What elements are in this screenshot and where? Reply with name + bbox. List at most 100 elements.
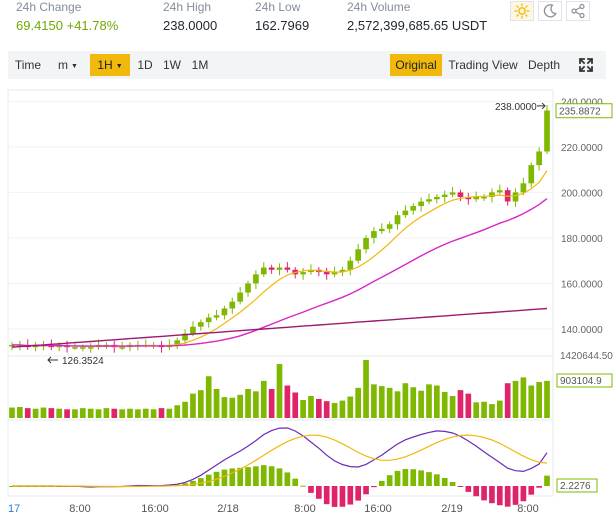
candle-body	[174, 340, 181, 345]
minute-interval-dropdown[interactable]: m ▼	[48, 54, 88, 76]
volume-bar	[355, 387, 362, 418]
price-tick-label: 240.0000	[561, 97, 603, 108]
indicator-histogram-bar	[378, 480, 385, 486]
volume-bar	[9, 407, 15, 418]
volume-bar	[528, 385, 535, 418]
stat-24h-volume: 24h Volume 2,572,399,685.65 USDT	[347, 0, 487, 33]
indicator-histogram-bar	[197, 478, 204, 486]
volume-bar	[205, 376, 212, 418]
trading-view-button[interactable]: Trading View	[445, 54, 521, 76]
indicator-histogram-bar	[512, 486, 519, 505]
time-button[interactable]: Time	[11, 54, 45, 76]
candle-body	[284, 267, 291, 270]
volume-bar	[481, 401, 487, 418]
candle-body	[87, 347, 94, 349]
volume-bar	[253, 391, 259, 418]
indicator-histogram-bar	[347, 486, 354, 505]
trading-view-label: Trading View	[448, 58, 518, 72]
candle-body	[9, 344, 15, 347]
volume-bar	[127, 408, 133, 418]
candle-body	[197, 322, 204, 327]
candle-body	[465, 196, 472, 200]
stat-label: 24h High	[163, 0, 212, 14]
original-view-label: Original	[395, 58, 437, 72]
indicator-histogram-bar	[481, 486, 487, 501]
volume-bar	[276, 364, 283, 418]
candle-body	[205, 317, 212, 323]
indicator-histogram-bar	[418, 470, 424, 486]
candle-body	[426, 199, 432, 202]
volume-bar	[457, 390, 464, 418]
candle-body	[473, 196, 480, 200]
indicator-histogram-bar	[434, 474, 440, 486]
candle-body	[378, 228, 385, 232]
indicator-histogram-bar	[449, 482, 456, 486]
stat-value: 238.0000	[163, 18, 218, 33]
fullscreen-button[interactable]	[574, 54, 598, 76]
indicator-histogram-bar	[339, 486, 346, 507]
volume-bar	[292, 392, 299, 418]
indicator-histogram-bar	[496, 486, 503, 506]
interval-1m-button[interactable]: 1M	[187, 54, 213, 76]
candle-body	[229, 301, 236, 309]
share-icon	[571, 3, 585, 19]
light-theme-button[interactable]	[510, 1, 534, 21]
volume-bar	[72, 409, 78, 418]
candle-body	[418, 201, 424, 207]
candle-body	[119, 347, 125, 349]
low-marker-arrow	[47, 356, 58, 364]
candle-body	[213, 315, 220, 318]
indicator-histogram-bar	[245, 467, 251, 486]
time-tick-label: 2/18	[217, 503, 238, 515]
minute-interval-label: m	[58, 58, 69, 72]
hour-interval-dropdown[interactable]: 1H ▼	[90, 54, 130, 76]
chart-border	[7, 89, 554, 497]
time-tick-label: 17	[8, 503, 20, 515]
volume-bar	[410, 387, 417, 418]
interval-1d-button[interactable]: 1D	[133, 54, 157, 76]
interval-1w-button[interactable]: 1W	[159, 54, 185, 76]
chart-canvas[interactable]: 140.0000 160.0000 180.0000 200.0000 220.0000…	[0, 86, 616, 518]
volume-bar	[441, 391, 448, 418]
indicator-histogram-bar	[536, 486, 542, 488]
candle-body	[496, 190, 503, 193]
volume-bar	[426, 384, 432, 418]
high-marker-label: 238.0000	[495, 102, 537, 113]
volume-bar	[40, 407, 47, 418]
dark-theme-button[interactable]	[538, 1, 562, 21]
indicator-histogram-bar	[276, 468, 283, 486]
time-button-label: Time	[14, 58, 42, 72]
candle-body	[182, 333, 188, 341]
volume-bar	[449, 395, 456, 418]
candle-body	[300, 272, 306, 275]
stat-label: 24h Volume	[347, 0, 411, 14]
indicator-histogram-bar	[292, 478, 299, 486]
volume-bar	[213, 389, 220, 418]
volume-bar	[489, 404, 495, 418]
volume-bar	[197, 390, 204, 418]
indicator-histogram-bar	[190, 480, 196, 486]
candlestick-chart[interactable]: 140.0000 160.0000 180.0000 200.0000 220.0000…	[0, 86, 616, 518]
price-tick-label: 200.0000	[561, 188, 603, 199]
depth-view-button[interactable]: Depth	[524, 54, 564, 76]
candle-body	[355, 249, 362, 261]
volume-bar	[544, 380, 550, 418]
candle-body	[190, 326, 196, 334]
candle-body	[481, 196, 487, 199]
indicator-histogram-bar	[489, 486, 495, 504]
candle-body	[363, 237, 369, 250]
volume-bar	[48, 408, 55, 418]
volume-bar	[386, 387, 393, 418]
indicator-histogram-bar	[355, 486, 362, 501]
volume-bar	[221, 397, 228, 418]
share-button[interactable]	[566, 1, 590, 21]
volume-bar	[245, 389, 251, 418]
volume-bar	[363, 360, 369, 418]
original-view-button[interactable]: Original	[390, 54, 442, 76]
indicator-value-box	[556, 478, 598, 493]
depth-view-label: Depth	[527, 58, 561, 72]
volume-bar	[434, 385, 440, 418]
indicator-value-label: 2.2276	[560, 481, 591, 492]
volume-bar	[394, 391, 401, 418]
market-stats: 24h Change 69.4150 +41.78% 24h High 238.…	[0, 0, 616, 44]
